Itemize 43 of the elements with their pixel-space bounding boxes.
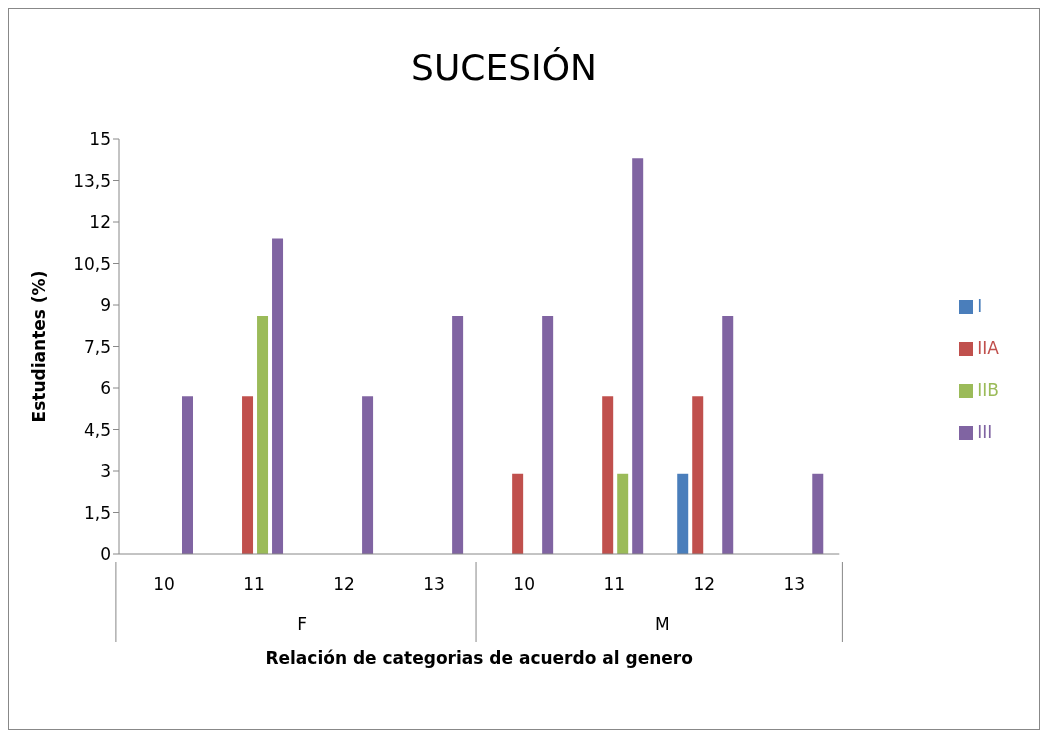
x-tick-label: 12 xyxy=(693,574,716,594)
bar xyxy=(722,316,734,554)
x-axis-title: Relación de categorias de acuerdo al genero xyxy=(265,648,693,668)
y-tick-label: 12 xyxy=(89,212,111,233)
text: F xyxy=(297,614,308,634)
bar xyxy=(512,473,524,554)
bar xyxy=(692,396,704,554)
bar xyxy=(242,396,254,554)
y-tick-label: 7,5 xyxy=(83,336,111,357)
y-axis-title: Estudiantes (%) xyxy=(29,270,50,423)
bar xyxy=(452,316,464,554)
legend-label: IIA xyxy=(977,338,999,358)
bar xyxy=(617,473,629,554)
y-tick-label: 15 xyxy=(89,129,111,150)
bar xyxy=(257,316,269,554)
y-tick-label: 0 xyxy=(100,544,111,565)
bar xyxy=(182,396,194,554)
bar xyxy=(677,473,689,554)
bar xyxy=(272,238,284,554)
text: M xyxy=(654,614,670,634)
bar xyxy=(812,473,824,554)
x-tick-label: 11 xyxy=(603,574,626,594)
y-tick-label: 1,5 xyxy=(83,502,111,523)
x-tick-label: 12 xyxy=(333,574,355,594)
legend-label: I xyxy=(977,296,983,316)
bar xyxy=(632,158,644,554)
y-tick-label: 10,5 xyxy=(73,253,111,274)
bar xyxy=(602,396,614,554)
bar xyxy=(542,316,554,554)
bar xyxy=(362,396,374,554)
x-tick-label: 10 xyxy=(513,574,535,594)
legend-label: III xyxy=(977,422,993,442)
y-tick-label: 4,5 xyxy=(83,419,111,440)
x-tick-label: 11 xyxy=(243,574,265,594)
y-tick-label: 9 xyxy=(100,295,111,316)
y-tick-label: 6 xyxy=(100,378,111,399)
x-tick-label: 10 xyxy=(153,574,175,594)
y-tick-label: 3 xyxy=(100,461,111,482)
chart-title: SUCESIÓN xyxy=(410,47,598,88)
x-tick-label: 13 xyxy=(783,574,806,594)
x-tick-label: 13 xyxy=(423,574,445,594)
legend-label: IIB xyxy=(977,380,999,400)
y-tick-label: 13,5 xyxy=(73,170,111,191)
